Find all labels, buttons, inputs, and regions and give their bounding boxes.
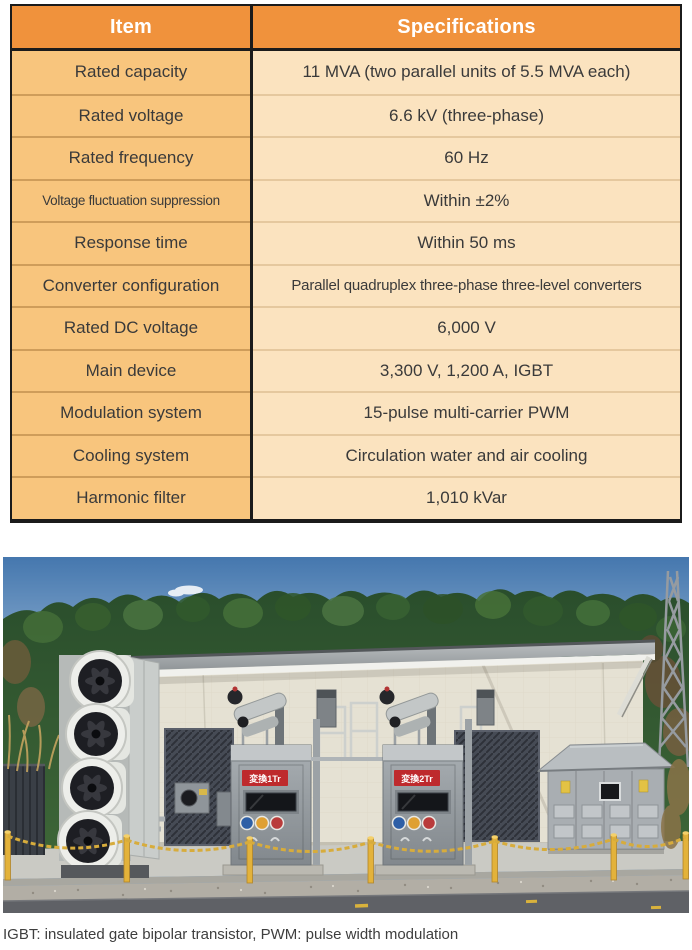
unit2-nameplate (394, 770, 440, 786)
table-row: Cooling system Circulation water and air… (12, 433, 680, 476)
column-divider (250, 476, 253, 519)
table-row: Rated frequency 60 Hz (12, 136, 680, 179)
table-row: Rated voltage 6.6 kV (three-phase) (12, 93, 680, 136)
table-row: Modulation system 15-pulse multi-carrier… (12, 391, 680, 434)
column-divider (250, 178, 253, 221)
spec-cell: 1,010 kVar (253, 476, 680, 519)
header-item: Item (12, 6, 250, 48)
spec-cell: Within 50 ms (253, 221, 680, 264)
transformer-2: 変換2Tr (374, 686, 476, 876)
item-cell: Response time (12, 221, 250, 264)
spec-cell: 60 Hz (253, 136, 680, 179)
site-photo: 変換1Tr 変換2Tr (3, 557, 689, 913)
item-cell: Rated frequency (12, 136, 250, 179)
spec-cell: 11 MVA (two parallel units of 5.5 MVA ea… (253, 51, 680, 94)
dry-brush-right (661, 759, 689, 849)
column-divider (250, 136, 253, 179)
column-divider (250, 51, 253, 94)
item-cell: Rated capacity (12, 51, 250, 94)
item-cell: Harmonic filter (12, 476, 250, 519)
table-header-row: Item Specifications (12, 6, 680, 51)
header-specifications: Specifications (253, 6, 680, 48)
unit1-nameplate (242, 770, 288, 786)
column-divider (250, 221, 253, 264)
table-row: Rated DC voltage 6,000 V (12, 306, 680, 349)
fan (57, 810, 122, 872)
column-divider (250, 433, 253, 476)
lattice-tower (657, 570, 689, 768)
safety-chain (7, 834, 687, 853)
spec-cell: Parallel quadruplex three-phase three-le… (253, 263, 680, 306)
spec-cell: 15-pulse multi-carrier PWM (253, 391, 680, 434)
column-divider (250, 6, 253, 48)
unit1-label: 変換1Tr (249, 773, 281, 784)
footnote-caption: IGBT: insulated gate bipolar transistor,… (3, 926, 459, 943)
table-row: Voltage fluctuation suppression Within ±… (12, 178, 680, 221)
table-row: Rated capacity 11 MVA (two parallel unit… (12, 51, 680, 94)
spec-cell: Within ±2% (253, 178, 680, 221)
table-row: Response time Within 50 ms (12, 221, 680, 264)
specifications-table: Item Specifications Rated capacity 11 MV… (10, 4, 682, 523)
table-row: Harmonic filter 1,010 kVar (12, 476, 680, 519)
cooling-fan-stack (57, 650, 160, 878)
safety-posts (4, 830, 689, 884)
transformer-1: 変換1Tr (216, 686, 324, 876)
item-cell: Converter configuration (12, 263, 250, 306)
item-cell: Main device (12, 348, 250, 391)
spec-cell: 3,300 V, 1,200 A, IGBT (253, 348, 680, 391)
column-divider (250, 306, 253, 349)
bushing (379, 686, 439, 745)
dry-grass (7, 714, 60, 773)
column-divider (250, 263, 253, 306)
ground (3, 841, 689, 913)
bushing (227, 686, 287, 745)
item-cell: Modulation system (12, 391, 250, 434)
spec-cell: 6.6 kV (three-phase) (253, 93, 680, 136)
spec-cell: 6,000 V (253, 306, 680, 349)
unit2-label: 変換2Tr (401, 773, 433, 784)
fan (69, 650, 134, 712)
item-cell: Rated voltage (12, 93, 250, 136)
fan (61, 757, 126, 819)
table-row: Main device 3,300 V, 1,200 A, IGBT (12, 348, 680, 391)
column-divider (250, 93, 253, 136)
column-divider (250, 391, 253, 434)
column-divider (250, 348, 253, 391)
cloud (168, 585, 203, 597)
item-cell: Rated DC voltage (12, 306, 250, 349)
item-cell: Voltage fluctuation suppression (12, 178, 250, 221)
spec-cell: Circulation water and air cooling (253, 433, 680, 476)
item-cell: Cooling system (12, 433, 250, 476)
fan (65, 703, 130, 765)
equipment-cabinet-hut (536, 742, 676, 854)
table-row: Converter configuration Parallel quadrup… (12, 263, 680, 306)
